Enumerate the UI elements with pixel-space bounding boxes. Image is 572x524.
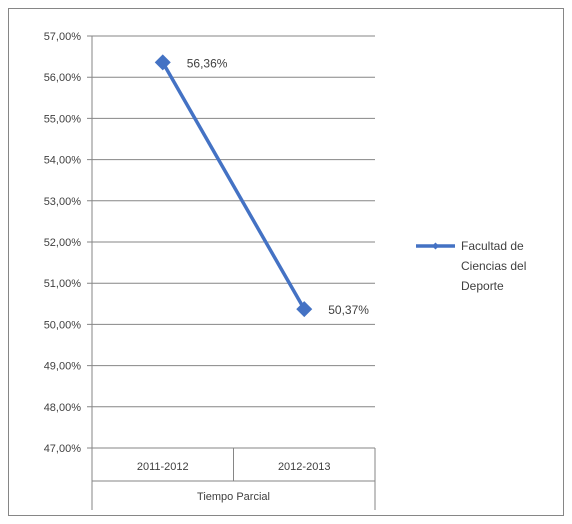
legend-label: Deporte: [461, 279, 504, 293]
legend-label: Facultad de: [461, 239, 524, 253]
y-tick-label: 54,00%: [44, 155, 82, 167]
legend-label: Ciencias del: [461, 259, 526, 273]
x-tick-label: 2012-2013: [278, 461, 331, 473]
y-tick-label: 57,00%: [44, 31, 82, 43]
axes: [92, 36, 375, 510]
y-tick-label: 49,00%: [44, 361, 82, 373]
series-line: [163, 62, 305, 309]
x-axis-group-label: Tiempo Parcial: [197, 491, 270, 503]
gridlines: [87, 36, 375, 448]
y-tick-label: 47,00%: [44, 443, 82, 455]
y-tick-label: 50,00%: [44, 319, 82, 331]
y-tick-label: 52,00%: [44, 237, 82, 249]
series-line-group: 56,36% 50,37%: [155, 54, 370, 317]
data-point-marker: [155, 54, 171, 70]
data-label: 50,37%: [328, 303, 369, 317]
y-tick-label: 53,00%: [44, 196, 82, 208]
y-tick-label: 48,00%: [44, 402, 82, 414]
y-tick-label: 56,00%: [44, 72, 82, 84]
data-point-marker: [296, 301, 312, 317]
legend-marker: [432, 243, 439, 250]
x-tick-label: 2011-2012: [137, 461, 189, 473]
y-axis-tick-labels: 57,00% 56,00% 55,00% 54,00% 53,00% 52,00% 51,0…: [44, 31, 82, 455]
y-tick-label: 55,00%: [44, 113, 82, 125]
data-label: 56,36%: [187, 56, 228, 70]
y-tick-label: 51,00%: [44, 278, 82, 290]
legend: Facultad de Ciencias del Deporte: [416, 239, 526, 293]
